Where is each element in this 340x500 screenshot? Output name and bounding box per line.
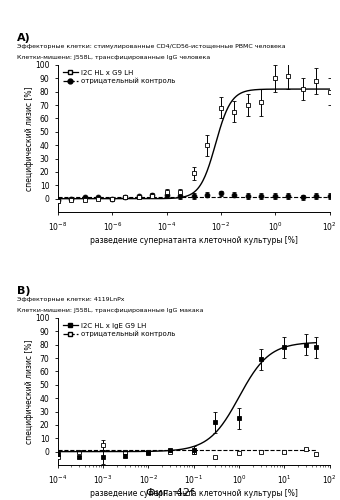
Legend: I2C HL x IgE G9 LH, отрицательный контроль: I2C HL x IgE G9 LH, отрицательный контро… (61, 322, 176, 338)
Text: Клетки-мишени: J558L, трансфицированные IgG макака: Клетки-мишени: J558L, трансфицированные … (17, 308, 204, 312)
Text: A): A) (17, 32, 31, 42)
X-axis label: разведение супернатанта клеточной культуры [%]: разведение супернатанта клеточной культу… (90, 236, 298, 244)
X-axis label: разведение супернатанта клеточной культуры [%]: разведение супернатанта клеточной культу… (90, 488, 298, 498)
Legend: I2C HL x G9 LH, отрицательный контроль: I2C HL x G9 LH, отрицательный контроль (61, 68, 176, 86)
Text: Клетки-мишени: J558L, трансфицированные IgG человека: Клетки-мишени: J558L, трансфицированные … (17, 54, 210, 60)
Text: Фиг. 42f: Фиг. 42f (146, 488, 194, 498)
Text: Эффекторные клетки: 4119LnPx: Эффекторные клетки: 4119LnPx (17, 298, 124, 302)
Text: B): B) (17, 286, 31, 296)
Y-axis label: специфический лизис [%]: специфический лизис [%] (24, 339, 34, 444)
Text: Эффекторные клетки: стимулированные CD4/CD56-истощенные PBMC человека: Эффекторные клетки: стимулированные CD4/… (17, 44, 286, 50)
Y-axis label: специфический лизис [%]: специфический лизис [%] (24, 86, 34, 191)
